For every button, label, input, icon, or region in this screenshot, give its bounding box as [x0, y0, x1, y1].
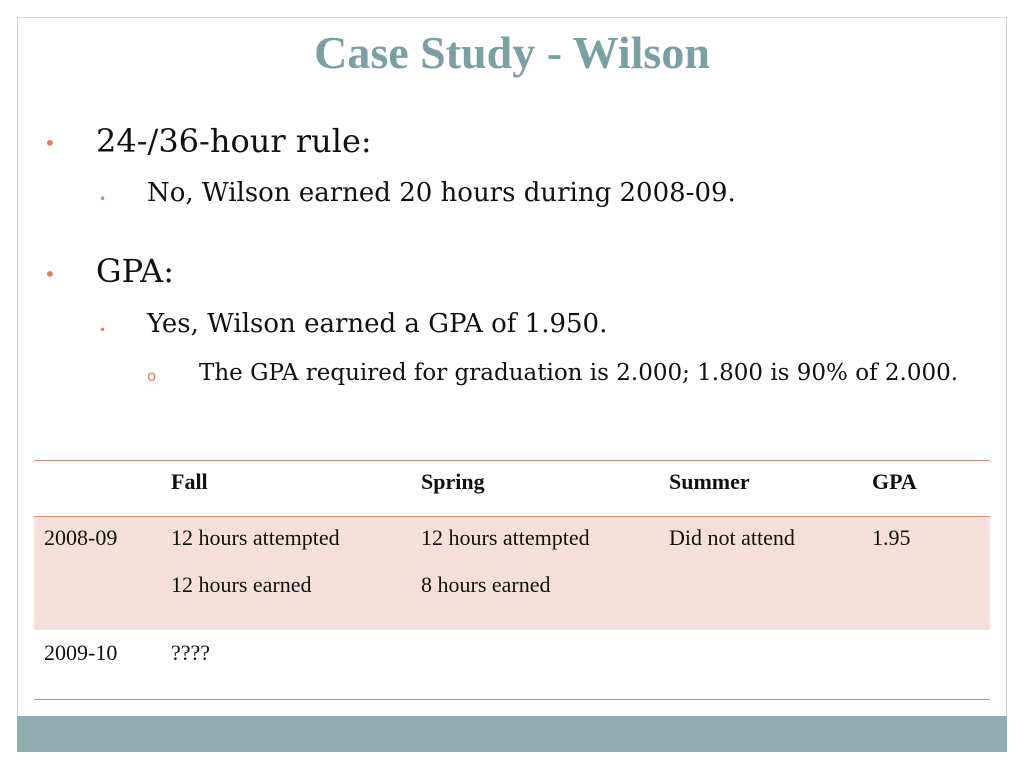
cell-year: 2008-09 [44, 525, 118, 550]
header-gpa: GPA [872, 469, 917, 494]
cell-year: 2009-10 [44, 640, 118, 665]
bullet-marker: • [44, 131, 56, 155]
cell-spring-earned: 8 hours earned [421, 572, 551, 597]
circle-bullet-marker: o [147, 367, 157, 385]
bullet-marker: • [99, 323, 107, 337]
table-row: 2008-09 12 hours attempted 12 hours earn… [34, 517, 990, 630]
cell-fall-earned: 12 hours earned [171, 572, 312, 597]
grades-table: Fall Spring Summer GPA 2008-09 12 hours … [34, 460, 990, 700]
sub-bullet-hours-earned: No, Wilson earned 20 hours during 2008-0… [147, 178, 736, 208]
slide-title: Case Study - Wilson [314, 27, 710, 78]
cell-gpa: 1.95 [872, 525, 911, 550]
cell-fall-attempted: 12 hours attempted [171, 525, 340, 550]
bullet-gpa: GPA: [96, 252, 175, 290]
table-header-row: Fall Spring Summer GPA [34, 460, 990, 517]
header-summer: Summer [669, 469, 750, 494]
table-row: 2009-10 ???? [34, 630, 990, 700]
bullet-24-36-hour-rule: 24-/36-hour rule: [96, 122, 372, 160]
bullet-marker: • [44, 262, 56, 286]
bullet-marker: • [99, 192, 107, 206]
cell-spring-attempted: 12 hours attempted [421, 525, 590, 550]
sub-sub-bullet-gpa-required: The GPA required for graduation is 2.000… [199, 360, 959, 386]
cell-fall: ???? [171, 640, 211, 665]
header-fall: Fall [171, 469, 208, 494]
sub-bullet-gpa-earned: Yes, Wilson earned a GPA of 1.950. [147, 309, 608, 339]
header-spring: Spring [421, 469, 485, 494]
cell-summer: Did not attend [669, 525, 795, 550]
footer-bar [17, 716, 1007, 752]
